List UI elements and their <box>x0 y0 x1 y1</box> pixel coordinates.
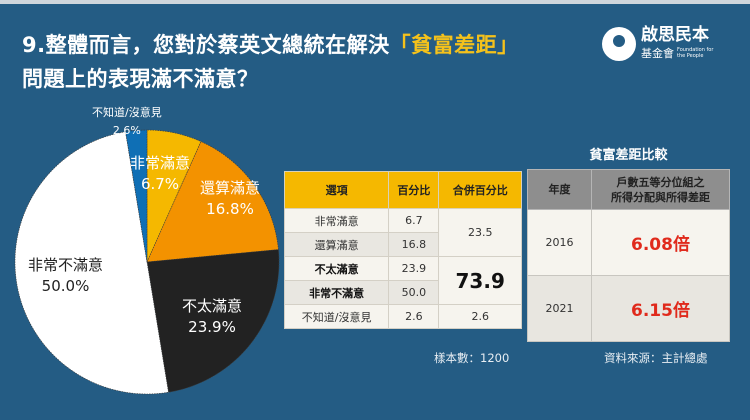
table-row: 非常滿意 6.7 23.5 <box>283 208 522 257</box>
table-row: 不知道/沒意見 2.6 2.6 <box>283 304 522 329</box>
data-source: 資料來源：主計總處 <box>604 351 708 365</box>
logo-name: 啟思民本 <box>641 25 709 45</box>
top-border <box>0 0 750 4</box>
sample-size: 樣本數：1200 <box>434 351 510 365</box>
pie-slice-4 <box>125 129 148 263</box>
table-row: 2016 6.08倍 <box>527 209 730 276</box>
pie-label-no-opinion: 不知道/沒意見 2.6% <box>92 106 162 137</box>
logo-english: Foundation for the People <box>677 47 714 59</box>
header-year: 年度 <box>527 169 592 210</box>
table-row: 還算滿意 16.8 <box>283 232 522 257</box>
results-table: 選項 百分比 合併百分比 非常滿意 6.7 23.5 還算滿意 16.8 不太滿意 23.9… <box>283 171 522 329</box>
pie-label-very-satisfied: 非常滿意 6.7% <box>130 154 191 193</box>
header-combined: 合併百分比 <box>438 171 522 209</box>
pie-slice-0 <box>146 129 202 263</box>
header-pct: 百分比 <box>388 171 440 209</box>
title-line2: 問題上的表現滿不滿意？ <box>22 67 259 91</box>
table-row: 2021 6.15倍 <box>527 275 730 342</box>
logo-icon <box>602 26 636 61</box>
comparison-title: 貧富差距比較 <box>589 148 668 163</box>
logo: 啟思民本 基金會 Foundation for the People <box>602 26 717 61</box>
table-row: 非常不滿意 50.0 <box>283 280 522 305</box>
pie-chart <box>14 129 280 395</box>
pie-label-fairly-satisfied: 還算滿意 16.8% <box>200 179 261 218</box>
pie-slice-3 <box>14 131 169 395</box>
pie-label-not-very-satisfied: 不太滿意 23.9% <box>182 297 243 336</box>
logo-sub: 基金會 <box>641 47 674 60</box>
comparison-table: 年度 戶數五等分位組之 所得分配與所得差距 2016 6.08倍 2021 6.15倍 <box>527 169 730 342</box>
header-gap: 戶數五等分位組之 所得分配與所得差距 <box>591 169 730 210</box>
title-line1: 9.整體而言，您對於蔡英文總統在解決 <box>22 33 390 57</box>
pie-label-very-dissatisfied: 非常不滿意 50.0% <box>28 256 104 295</box>
page-title: 9.整體而言，您對於蔡英文總統在解決「貧富差距」 問題上的表現滿不滿意？ <box>22 28 519 96</box>
pie-slice-1 <box>146 141 279 263</box>
table-row: 不太滿意 23.9 73.9 <box>283 256 522 305</box>
pie-slice-2 <box>146 249 280 393</box>
header-option: 選項 <box>283 171 390 209</box>
title-highlight: 「貧富差距」 <box>389 33 519 57</box>
